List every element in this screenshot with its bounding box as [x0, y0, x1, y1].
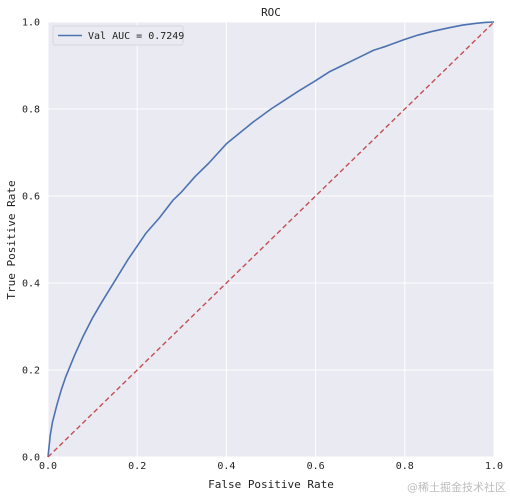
legend-entry-val-auc: Val AUC = 0.7249 — [88, 31, 184, 42]
x-tick-label-4: 0.8 — [396, 461, 414, 472]
x-tick-label-5: 1.0 — [485, 461, 503, 472]
watermark: @稀土掘金技术社区 — [407, 480, 506, 494]
plot-background — [48, 22, 494, 457]
x-axis-label: False Positive Rate — [208, 478, 334, 491]
x-tick-label-2: 0.4 — [217, 461, 235, 472]
legend-box — [52, 25, 184, 46]
y-tick-label-2: 0.4 — [22, 279, 40, 290]
y-tick-label-3: 0.6 — [22, 192, 40, 203]
y-axis-ticks: 0.0 0.2 0.4 0.6 0.8 1.0 — [22, 18, 40, 464]
y-tick-label-1: 0.2 — [22, 366, 40, 377]
x-tick-label-3: 0.6 — [307, 461, 325, 472]
y-tick-label-4: 0.8 — [22, 105, 40, 116]
y-tick-label-0: 0.0 — [22, 453, 40, 464]
x-tick-label-1: 0.2 — [128, 461, 146, 472]
chart-title: ROC — [261, 6, 281, 19]
y-axis-label: True Positive Rate — [5, 180, 18, 299]
series-line-val-auc — [47, 21, 495, 458]
x-axis-ticks: 0.0 0.2 0.4 0.6 0.8 1.0 — [39, 461, 503, 472]
y-tick-label-5: 1.0 — [22, 18, 40, 29]
legend: Val AUC = 0.7249 — [52, 25, 184, 46]
x-tick-label-0: 0.0 — [39, 461, 57, 472]
series-layer — [47, 21, 495, 458]
